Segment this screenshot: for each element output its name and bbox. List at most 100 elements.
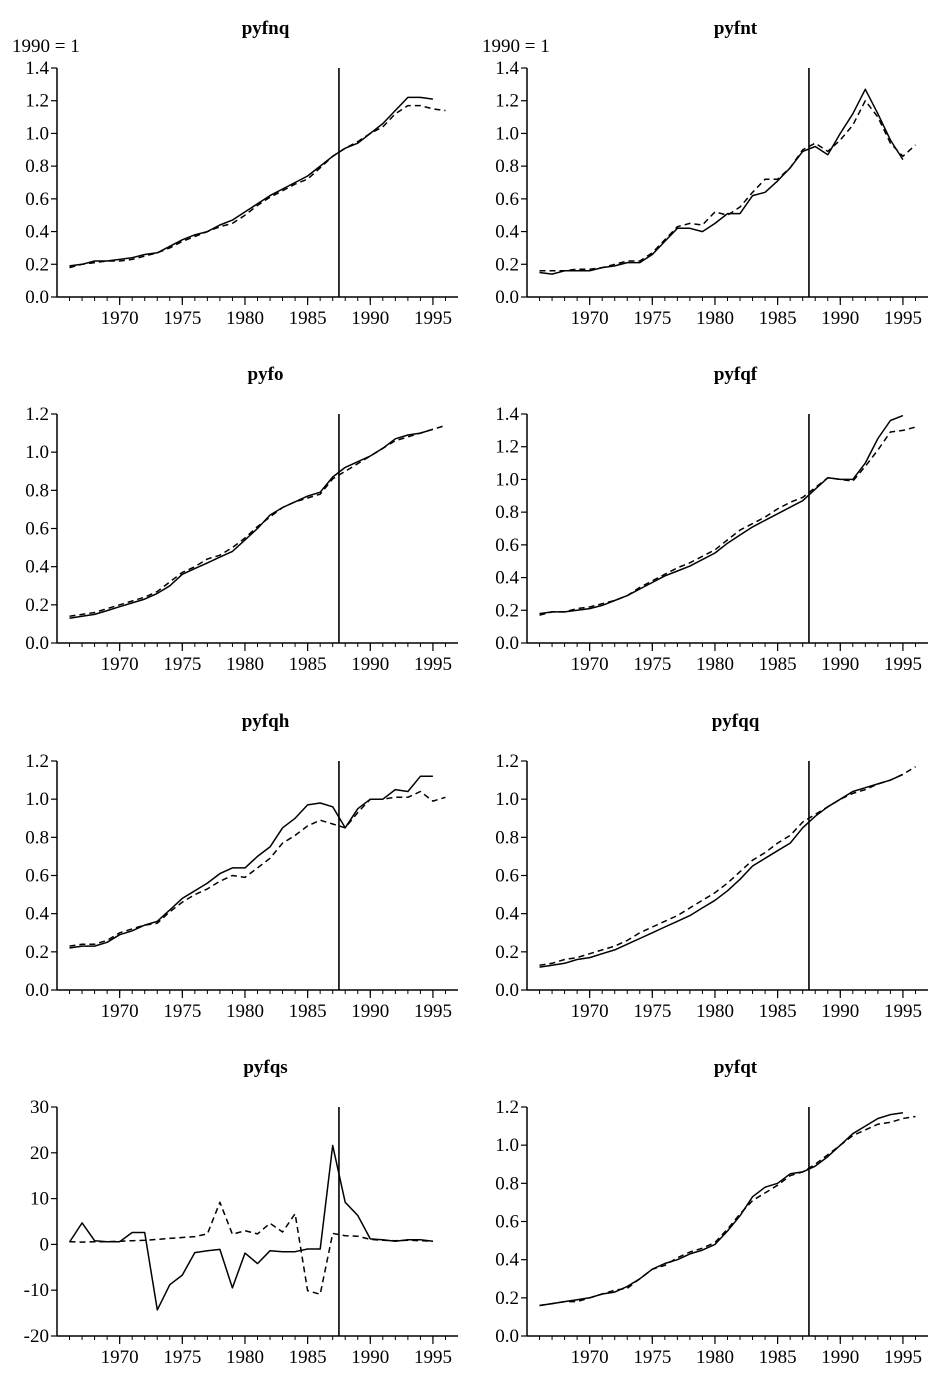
y-tick-label: 0.6 [25, 189, 49, 210]
y-tick-label: 0.2 [25, 942, 49, 963]
x-tick-label: 1990 [821, 1001, 859, 1022]
x-tick-label: 1970 [571, 654, 609, 675]
x-tick-label: 1975 [633, 308, 671, 329]
y-tick-label: 1.0 [495, 789, 519, 810]
series-line-dashed [69, 424, 446, 618]
series-line-solid [69, 775, 433, 949]
y-tick-label: 0 [40, 1234, 50, 1255]
unit-label: 1990 = 1 [12, 36, 80, 57]
y-tick-label: 1.2 [495, 91, 519, 112]
series-line-solid [69, 428, 434, 619]
y-tick-label: 0.6 [25, 866, 49, 887]
x-tick-label: 1975 [633, 1347, 671, 1368]
y-tick-label: 1.0 [25, 442, 49, 463]
series-line-dashed [539, 1115, 916, 1307]
series-line-solid [69, 96, 434, 267]
y-tick-label: 1.2 [495, 751, 519, 772]
series-line-solid [539, 773, 904, 968]
series-line-dashed [69, 1201, 433, 1296]
x-tick-label: 1990 [821, 308, 859, 329]
y-tick-label: 1.2 [25, 91, 49, 112]
x-tick-label: 1975 [633, 654, 671, 675]
x-tick-label: 1985 [289, 1001, 327, 1022]
y-tick-label: 0.8 [25, 480, 49, 501]
y-tick-label: 1.4 [495, 58, 519, 79]
x-tick-label: 1990 [821, 1347, 859, 1368]
x-tick-label: 1995 [414, 654, 452, 675]
y-tick-label: 0.8 [495, 827, 519, 848]
y-tick-label: 1.2 [25, 404, 49, 425]
y-tick-label: 0.0 [495, 633, 519, 654]
x-tick-label: 1995 [884, 1001, 922, 1022]
x-tick-label: 1990 [821, 654, 859, 675]
series-line-solid [539, 1111, 904, 1307]
unit-label: 1990 = 1 [482, 36, 550, 57]
x-tick-label: 1990 [351, 308, 389, 329]
y-tick-label: 0.4 [495, 1250, 519, 1271]
series-line-dashed [539, 426, 916, 616]
chart-svg: pyfnt 1990 = 1 0.0 0.2 0.4 0.6 0.8 1.0 1.2 1.4 197… [482, 18, 928, 329]
y-tick-label: 0.0 [495, 287, 519, 308]
chart-panel-pyfnq: pyfnq 1990 = 1 0.0 0.2 0.4 0.6 0.8 1.0 1.2 1.4 197… [0, 0, 469, 346]
series-line-dashed [69, 104, 446, 269]
x-tick-label: 1985 [759, 654, 797, 675]
x-tick-label: 1995 [884, 308, 922, 329]
chart-svg: pyfqh 0.0 0.2 0.4 0.6 0.8 1.0 1.2 1970 1975 1980 19… [25, 711, 458, 1022]
chart-title: pyfqt [714, 1057, 758, 1078]
y-tick-label: 0.2 [25, 254, 49, 275]
y-tick-label: 0.6 [495, 866, 519, 887]
series-line-dashed [69, 790, 446, 947]
y-tick-label: 0.8 [495, 502, 519, 523]
x-tick-label: 1980 [226, 1001, 264, 1022]
y-tick-label: 10 [30, 1189, 49, 1210]
y-tick-label: 0.2 [495, 254, 519, 275]
chart-title: pyfqh [242, 711, 290, 732]
series-line-solid [68, 1144, 433, 1311]
y-tick-label: 0.0 [25, 287, 49, 308]
y-tick-label: 0.0 [495, 980, 519, 1001]
chart-svg: pyfqq 0.0 0.2 0.4 0.6 0.8 1.0 1.2 1970 1975 1980 19… [495, 711, 928, 1022]
x-tick-label: 1970 [571, 308, 609, 329]
y-tick-label: 1.0 [495, 469, 519, 490]
x-tick-label: 1985 [289, 654, 327, 675]
chart-panel-pyfqt: pyfqt 0.0 0.2 0.4 0.6 0.8 1.0 1.2 1970 1975 1980 19… [470, 1039, 939, 1385]
y-tick-label: 0.6 [495, 189, 519, 210]
y-tick-label: 1.4 [25, 58, 49, 79]
x-tick-label: 1985 [289, 1347, 327, 1368]
y-tick-label: 0.2 [495, 1288, 519, 1309]
x-tick-label: 1995 [884, 654, 922, 675]
x-tick-label: 1990 [351, 1347, 389, 1368]
y-tick-label: 0.8 [495, 156, 519, 177]
chart-title: pyfnq [242, 18, 290, 39]
y-tick-label: 1.0 [495, 1135, 519, 1156]
y-tick-label: 30 [30, 1097, 49, 1118]
chart-title: pyfo [248, 364, 284, 385]
chart-panel-pyfnt: pyfnt 1990 = 1 0.0 0.2 0.4 0.6 0.8 1.0 1.2 1.4 197… [470, 0, 939, 346]
y-tick-label: 0.6 [25, 519, 49, 540]
chart-title: pyfqs [243, 1057, 287, 1078]
series-line-solid [539, 414, 904, 615]
y-tick-label: 0.2 [495, 942, 519, 963]
y-tick-label: 0.2 [495, 600, 519, 621]
chart-panel-pyfqh: pyfqh 0.0 0.2 0.4 0.6 0.8 1.0 1.2 1970 1975 1980 19… [0, 693, 469, 1039]
chart-title: pyfnt [714, 18, 758, 39]
y-tick-label: -20 [24, 1326, 49, 1347]
x-tick-label: 1980 [226, 308, 264, 329]
x-tick-label: 1985 [759, 1347, 797, 1368]
x-tick-label: 1980 [696, 1001, 734, 1022]
y-tick-label: 0.4 [25, 557, 49, 578]
x-tick-label: 1985 [759, 308, 797, 329]
x-tick-label: 1970 [101, 654, 139, 675]
x-tick-label: 1985 [289, 308, 327, 329]
chart-panel-pyfo: pyfo 0.0 0.2 0.4 0.6 0.8 1.0 1.2 1970 1975 1980 198… [0, 346, 469, 692]
y-tick-label: -10 [24, 1280, 49, 1301]
chart-svg: pyfqs -20 -10 0 10 20 30 1970 1975 1980 1985 1990 19… [24, 1057, 458, 1368]
x-tick-label: 1975 [633, 1001, 671, 1022]
x-tick-label: 1995 [414, 308, 452, 329]
chart-svg: pyfqt 0.0 0.2 0.4 0.6 0.8 1.0 1.2 1970 1975 1980 19… [495, 1057, 928, 1368]
x-tick-label: 1970 [571, 1001, 609, 1022]
x-tick-label: 1975 [163, 1347, 201, 1368]
y-tick-label: 20 [30, 1143, 49, 1164]
x-tick-label: 1985 [759, 1001, 797, 1022]
x-tick-label: 1975 [163, 308, 201, 329]
